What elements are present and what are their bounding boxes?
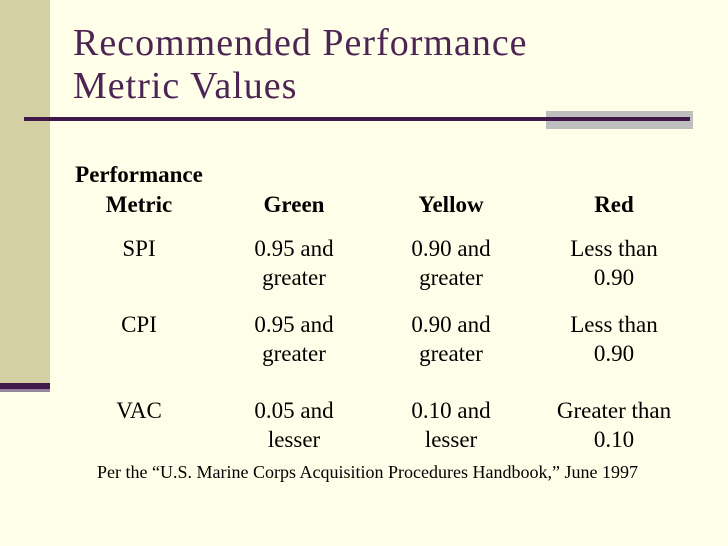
header-metric-label: Metric [105,192,173,217]
red-value-line2: 0.90 [593,341,635,366]
yellow-value-line2: lesser [424,427,478,452]
yellow-value-line1: 0.10 and [411,398,491,423]
header-cell-yellow: Yellow [418,192,484,217]
red-value-line2: 0.90 [593,265,635,290]
header-cell-red: Red [594,192,634,217]
green-value-line2: greater [262,265,326,290]
left-accent-bar [0,0,50,383]
metric-name: CPI [121,312,157,337]
red-value: Greater than 0.10 [529,396,699,454]
red-value-line1: Greater than [556,398,672,423]
yellow-value: 0.90 and greater [373,234,529,292]
title-rule [24,117,690,121]
red-value-line2: 0.10 [593,427,635,452]
left-accent-bar-underline [0,383,50,389]
red-value-line1: Less than [570,312,658,337]
slide-title-line1: Recommended Performance [73,22,528,64]
red-value: Less than 0.90 [529,234,699,292]
green-value: 0.05 and lesser [215,396,373,454]
green-value: 0.95 and greater [215,310,373,368]
source-footnote: Per the “U.S. Marine Corps Acquisition P… [97,462,638,482]
red-value: Less than 0.90 [529,310,699,368]
table-row-vac: VAC 0.05 and lesser 0.10 and lesser Grea… [63,396,699,454]
metric-name: VAC [116,398,162,423]
table-row-cpi: CPI 0.95 and greater 0.90 and greater Le… [63,310,699,368]
green-value-line1: 0.95 and [254,236,334,261]
yellow-value-line1: 0.90 and [411,312,491,337]
header-cell-green: Green [263,192,325,217]
metric-name: SPI [122,236,156,261]
yellow-value-line2: greater [419,341,483,366]
slide-title-line2: Metric Values [73,65,298,107]
red-value-line1: Less than [570,236,658,261]
slide-title: Recommended Performance Metric Values [73,22,693,108]
left-accent-bar-underline-shadow [0,389,50,392]
green-value-line1: 0.95 and [254,312,334,337]
green-value-line2: lesser [267,427,321,452]
green-value: 0.95 and greater [215,234,373,292]
yellow-value-line2: greater [419,265,483,290]
table-row-spi: SPI 0.95 and greater 0.90 and greater Le… [63,234,699,292]
header-cell-performance-metric: Performance Metric [63,160,215,220]
header-performance-label: Performance [75,162,203,187]
green-value-line2: greater [262,341,326,366]
table-header-row: Performance Metric Green Yellow Red [63,160,699,220]
yellow-value-line1: 0.90 and [411,236,491,261]
yellow-value: 0.10 and lesser [373,396,529,454]
yellow-value: 0.90 and greater [373,310,529,368]
green-value-line1: 0.05 and [254,398,334,423]
